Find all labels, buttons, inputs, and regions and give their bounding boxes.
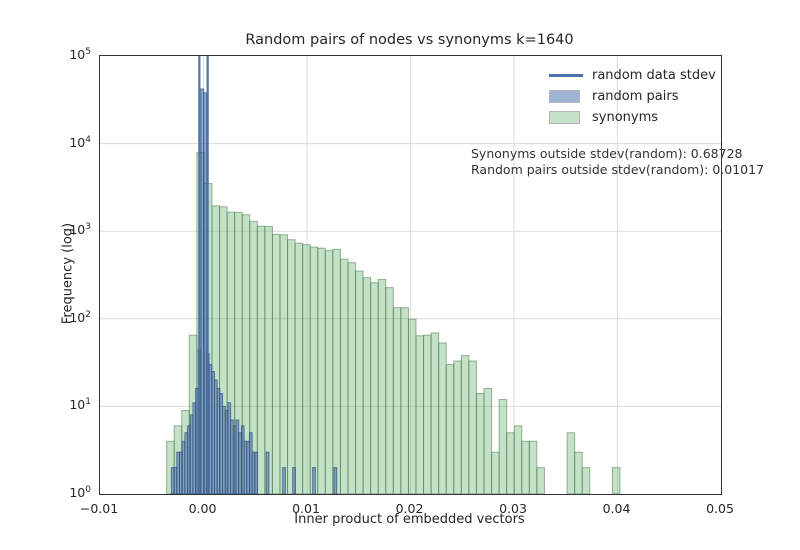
- legend-item-stdev: random data stdev: [549, 65, 716, 86]
- x-axis-label: Inner product of embedded vectors: [294, 512, 525, 527]
- synonyms-bar: [355, 270, 364, 494]
- synonyms-bar: [468, 360, 477, 494]
- y-axis-label: Frequency (log): [60, 222, 76, 325]
- synonyms-bar: [287, 239, 296, 494]
- synonyms-bar: [302, 244, 311, 494]
- synonyms-bar: [407, 318, 417, 494]
- synonyms-bar: [370, 282, 379, 494]
- legend-item-synonyms: synonyms: [549, 107, 716, 128]
- synonyms-bar: [528, 440, 538, 494]
- synonyms-bar: [611, 467, 621, 494]
- legend-item-random-pairs: random pairs: [549, 86, 716, 107]
- synonyms-bar: [400, 307, 409, 494]
- synonyms-bar: [294, 242, 304, 494]
- synonyms-bar: [317, 247, 326, 494]
- random-pairs-swatch: [549, 90, 580, 103]
- synonyms-bar: [445, 364, 455, 494]
- legend-label: random pairs: [592, 89, 679, 104]
- synonyms-bar: [309, 246, 319, 494]
- synonyms-bar: [347, 262, 357, 494]
- synonyms-bar: [506, 432, 515, 494]
- y-tick-label: 100: [69, 485, 91, 501]
- synonyms-bar: [574, 451, 583, 494]
- synonyms-bar: [453, 360, 462, 494]
- synonyms-bar: [392, 307, 402, 494]
- random-pairs-bar: [333, 467, 338, 494]
- x-tick-label: 0.05: [706, 501, 734, 516]
- x-tick-label: 0.01: [292, 501, 320, 516]
- synonyms-bar: [256, 225, 266, 494]
- synonyms-bar: [491, 451, 500, 494]
- x-tick-label: 0.02: [395, 501, 424, 516]
- random-pairs-bar: [203, 92, 207, 494]
- x-tick-label: 0.04: [602, 501, 631, 516]
- synonyms-bar: [430, 332, 440, 494]
- synonyms-bar: [521, 440, 530, 494]
- random-pairs-bar: [292, 467, 296, 494]
- synonyms-bar: [513, 425, 523, 494]
- annotation-line-synonyms: Synonyms outside stdev(random): 0.68728: [471, 146, 743, 161]
- random-pairs-bar: [265, 451, 270, 494]
- stdev-line-swatch: [549, 74, 583, 77]
- synonyms-bar: [279, 234, 289, 494]
- synonyms-bar: [498, 398, 508, 494]
- y-tick-label: 101: [69, 397, 91, 413]
- chart-title: Random pairs of nodes vs synonyms k=1640: [245, 32, 574, 48]
- y-tick-label: 102: [69, 309, 91, 325]
- synonyms-bar: [377, 278, 387, 494]
- synonyms-bar: [475, 393, 485, 494]
- legend: random data stdev random pairs synonyms: [549, 65, 716, 128]
- legend-label: random data stdev: [592, 68, 716, 83]
- legend-label: synonyms: [592, 110, 659, 125]
- synonyms-bar: [536, 467, 545, 494]
- random-pairs-bar: [254, 451, 259, 494]
- y-tick-label: 103: [69, 222, 91, 238]
- x-tick-label: −0.01: [79, 501, 119, 516]
- annotation-text: Synonyms outside stdev(random): 0.68728 …: [471, 146, 764, 177]
- synonyms-bar: [566, 432, 576, 494]
- y-tick-label: 104: [69, 134, 91, 150]
- random-pairs-bar: [282, 467, 286, 494]
- synonyms-bar: [332, 248, 341, 494]
- synonyms-bar: [438, 342, 447, 494]
- synonyms-bar: [362, 277, 372, 494]
- random-pairs-bar: [312, 467, 316, 494]
- synonyms-bar: [581, 467, 591, 494]
- x-tick-label: 0.03: [499, 501, 527, 516]
- synonyms-bar: [385, 287, 394, 494]
- plot-area: [99, 55, 722, 495]
- annotation-line-random-pairs: Random pairs outside stdev(random): 0.01…: [471, 161, 765, 177]
- synonyms-bar: [483, 388, 493, 494]
- y-tick-label: 105: [69, 47, 91, 63]
- synonyms-bar: [324, 250, 334, 494]
- synonyms-bar: [339, 258, 349, 494]
- x-tick-label: 0.00: [188, 501, 217, 516]
- synonyms-bar: [271, 233, 281, 494]
- synonyms-swatch: [549, 111, 580, 124]
- synonyms-bar: [415, 335, 425, 494]
- synonyms-bar: [423, 334, 432, 494]
- synonyms-bar: [460, 355, 470, 494]
